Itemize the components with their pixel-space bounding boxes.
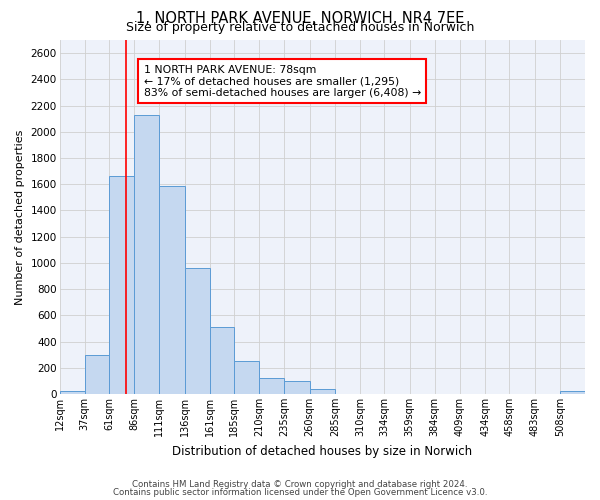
Bar	[560, 392, 585, 394]
Bar	[85, 354, 109, 394]
Text: Contains HM Land Registry data © Crown copyright and database right 2024.: Contains HM Land Registry data © Crown c…	[132, 480, 468, 489]
Bar	[310, 390, 335, 394]
Bar	[59, 392, 85, 394]
X-axis label: Distribution of detached houses by size in Norwich: Distribution of detached houses by size …	[172, 444, 472, 458]
Text: Contains public sector information licensed under the Open Government Licence v3: Contains public sector information licen…	[113, 488, 487, 497]
Bar	[160, 186, 185, 394]
Bar	[185, 268, 210, 394]
Text: Size of property relative to detached houses in Norwich: Size of property relative to detached ho…	[126, 22, 474, 35]
Bar	[134, 114, 160, 394]
Y-axis label: Number of detached properties: Number of detached properties	[15, 130, 25, 304]
Text: 1, NORTH PARK AVENUE, NORWICH, NR4 7EE: 1, NORTH PARK AVENUE, NORWICH, NR4 7EE	[136, 11, 464, 26]
Bar	[109, 176, 134, 394]
Bar	[284, 381, 310, 394]
Text: 1 NORTH PARK AVENUE: 78sqm
← 17% of detached houses are smaller (1,295)
83% of s: 1 NORTH PARK AVENUE: 78sqm ← 17% of deta…	[143, 65, 421, 98]
Bar	[259, 378, 284, 394]
Bar	[210, 327, 234, 394]
Bar	[234, 360, 259, 394]
